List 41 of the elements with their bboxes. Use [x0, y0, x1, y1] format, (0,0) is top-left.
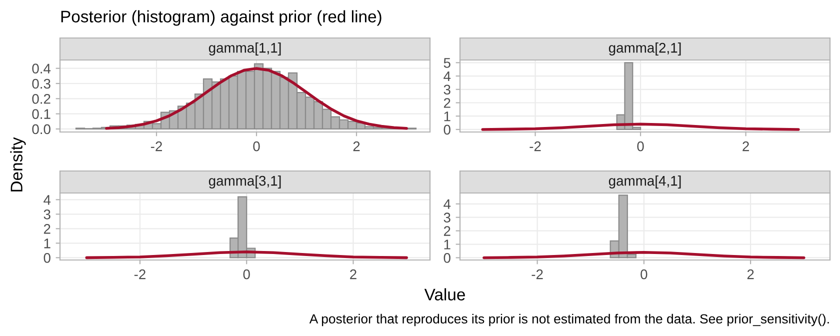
y-tick-label: 4 — [444, 199, 451, 209]
x-tick-label: -2 — [532, 269, 543, 280]
x-axis-title: Value — [424, 288, 465, 300]
x-tick-label: 0 — [640, 269, 648, 280]
y-tick-label: 0.2 — [32, 94, 50, 104]
y-tick-label: 0.1 — [32, 109, 50, 119]
x-tick-label: 0 — [253, 141, 260, 152]
text: Posterior (histogram) against prior (red line) — [61, 10, 382, 26]
y-tick-label: 2 — [444, 98, 450, 108]
x-tick-label: -2 — [134, 269, 146, 280]
y-tick-label: 2 — [444, 226, 450, 236]
x-tick-label: 2 — [350, 269, 356, 280]
y-tick-label: 0 — [444, 124, 450, 135]
x-tick-label: -2 — [530, 141, 541, 152]
chart-title: gamma[1,1] — [208, 42, 281, 56]
y-tick-label: 0.0 — [32, 124, 50, 134]
y-tick-label: 3 — [44, 210, 50, 220]
y-tick-label: 0 — [444, 253, 450, 263]
y-tick-label: 2 — [44, 224, 50, 234]
y-tick-label: 4 — [444, 72, 451, 82]
y-tick-label: 1 — [444, 112, 450, 122]
y-tick-label: 3 — [444, 84, 450, 95]
chart-title: gamma[2,1] — [608, 42, 681, 56]
x-tick-label: 0 — [637, 141, 644, 152]
y-tick-label: 3 — [444, 212, 450, 223]
chart-title: gamma[3,1] — [208, 176, 281, 188]
y-tick-label: 0.4 — [32, 64, 51, 74]
y-tick-label: 0.3 — [32, 78, 50, 89]
x-tick-label: 0 — [243, 269, 250, 280]
y-tick-label: 1 — [444, 240, 450, 250]
x-tick-label: 2 — [353, 141, 360, 152]
y-tick-label: 0 — [44, 253, 50, 263]
text: A posterior that reproduces its prior is not estimated from the data. See prior_sensitivity(). — [309, 314, 829, 326]
y-tick-label: 4 — [44, 195, 51, 205]
chart-title: gamma[4,1] — [608, 176, 681, 188]
x-tick-label: -2 — [150, 141, 162, 152]
y-tick-label: 1 — [44, 238, 50, 248]
x-tick-label: 2 — [747, 269, 754, 280]
y-axis-title: Density — [10, 137, 26, 192]
y-tick-label: 5 — [444, 58, 450, 68]
x-tick-label: 2 — [742, 141, 749, 152]
